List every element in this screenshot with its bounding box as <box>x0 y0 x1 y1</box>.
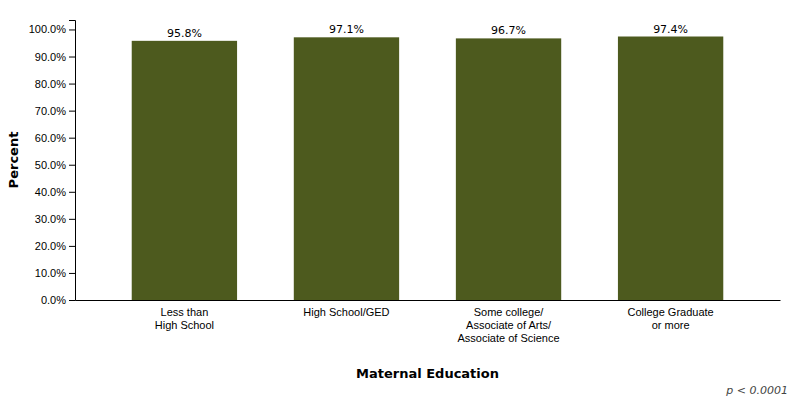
y-axis-line <box>69 21 76 301</box>
y-tick: 50.0% <box>35 159 75 171</box>
y-tick: 70.0% <box>35 105 75 117</box>
y-tick: 60.0% <box>35 132 75 144</box>
y-tick-label: 90.0% <box>35 51 66 63</box>
y-tick-label: 20.0% <box>35 240 66 252</box>
data-label: 97.4% <box>653 23 688 36</box>
bar <box>456 38 561 300</box>
data-label: 96.7% <box>491 24 526 37</box>
x-tick: High School/GED <box>303 300 389 318</box>
x-tick: Some college/Associate of Arts/Associate… <box>457 300 559 344</box>
y-tick: 40.0% <box>35 186 75 198</box>
bars <box>132 37 724 300</box>
y-tick-label: 80.0% <box>35 78 66 90</box>
y-tick-mark <box>69 84 75 85</box>
y-tick-mark <box>69 138 75 139</box>
y-tick-label: 10.0% <box>35 267 66 279</box>
x-tick-label: Some college/Associate of Arts/Associate… <box>457 306 559 344</box>
y-tick: 100.0% <box>29 23 75 35</box>
plot: 0.0% 10.0% 20.0% 30.0% 40.0% 50.0% 60.0% 70.0% 8… <box>29 21 781 345</box>
y-tick-mark <box>69 192 75 193</box>
y-tick: 0.0% <box>41 294 75 306</box>
y-tick-mark <box>69 246 75 247</box>
x-tick: College Graduateor more <box>627 300 713 331</box>
chart: 0.0% 10.0% 20.0% 30.0% 40.0% 50.0% 60.0% 70.0% 8… <box>0 0 800 400</box>
y-tick-mark <box>69 219 75 220</box>
y-tick-mark <box>69 165 75 166</box>
x-axis: Less thanHigh School High School/GED Some … <box>76 300 781 344</box>
y-tick-mark <box>69 29 75 30</box>
x-tick-label: High School/GED <box>303 306 389 318</box>
y-tick-label: 40.0% <box>35 186 66 198</box>
y-tick: 90.0% <box>35 51 75 63</box>
bar <box>618 37 723 300</box>
y-tick-mark <box>69 300 75 301</box>
x-tick: Less thanHigh School <box>155 300 214 331</box>
y-tick: 20.0% <box>35 240 75 252</box>
y-tick-mark <box>69 273 75 274</box>
annotation: p < 0.0001 <box>725 384 788 397</box>
y-tick-mark <box>69 111 75 112</box>
y-tick-label: 70.0% <box>35 105 66 117</box>
y-axis-title: Percent <box>6 132 21 189</box>
y-tick: 30.0% <box>35 213 75 225</box>
y-tick: 10.0% <box>35 267 75 279</box>
x-axis-line <box>76 300 781 301</box>
bar <box>132 41 237 300</box>
y-tick-label: 100.0% <box>29 23 67 35</box>
y-tick-label: 0.0% <box>41 294 66 306</box>
y-axis: 0.0% 10.0% 20.0% 30.0% 40.0% 50.0% 60.0% 70.0% 8… <box>29 21 76 307</box>
x-tick-label: College Graduateor more <box>627 306 713 331</box>
data-label: 97.1% <box>329 23 364 36</box>
data-labels: 95.8% 97.1% 96.7% 97.4% <box>167 23 688 40</box>
bar <box>294 37 399 300</box>
y-tick-label: 30.0% <box>35 213 66 225</box>
x-tick-label: Less thanHigh School <box>155 306 214 331</box>
data-label: 95.8% <box>167 27 202 40</box>
x-axis-title: Maternal Education <box>356 366 499 381</box>
y-tick-mark <box>69 57 75 58</box>
y-tick-label: 50.0% <box>35 159 66 171</box>
y-tick: 80.0% <box>35 78 75 90</box>
y-tick-label: 60.0% <box>35 132 66 144</box>
